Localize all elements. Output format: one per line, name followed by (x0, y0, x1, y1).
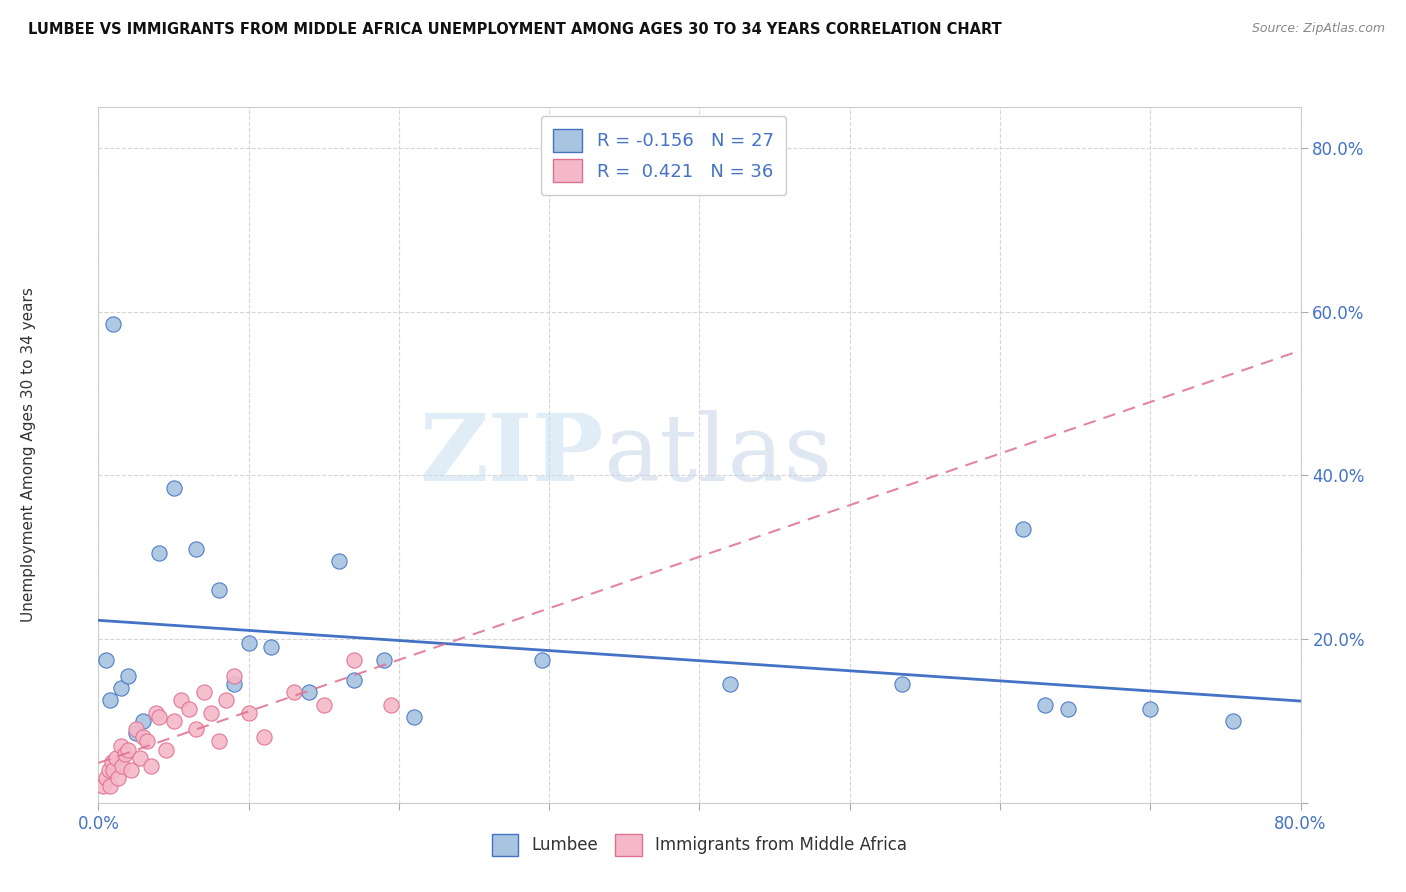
Point (343, 652, 366, 666)
Point (155, 742, 177, 756)
Text: LUMBEE VS IMMIGRANTS FROM MIDDLE AFRICA UNEMPLOYMENT AMONG AGES 30 TO 34 YEARS C: LUMBEE VS IMMIGRANTS FROM MIDDLE AFRICA … (28, 22, 1002, 37)
Point (208, 582, 231, 597)
Point (184, 542, 207, 557)
Point (283, 685, 305, 699)
Point (148, 710, 170, 724)
Point (114, 747, 136, 761)
Point (530, 652, 553, 666)
Point (148, 546, 170, 560)
Text: atlas: atlas (603, 410, 832, 500)
Point (1011, 522, 1033, 536)
Point (260, 640, 283, 655)
Point (105, 751, 128, 765)
Point (117, 742, 139, 756)
Point (1139, 701, 1161, 715)
Point (162, 714, 184, 728)
Point (193, 685, 215, 699)
Point (1222, 714, 1244, 728)
Text: ZIP: ZIP (419, 410, 603, 500)
Point (107, 771, 129, 785)
Point (139, 759, 162, 773)
Point (103, 763, 125, 777)
Point (718, 677, 741, 691)
Point (129, 751, 152, 765)
Point (101, 755, 124, 769)
Point (132, 731, 155, 745)
Point (145, 706, 167, 720)
Point (215, 693, 238, 707)
Point (125, 722, 148, 736)
Point (110, 739, 132, 753)
Point (402, 710, 425, 724)
Point (125, 726, 148, 740)
Point (184, 722, 207, 736)
Point (328, 554, 350, 568)
Point (91, 780, 114, 794)
Point (1033, 698, 1056, 712)
Point (380, 698, 402, 712)
Point (162, 481, 184, 495)
Point (891, 677, 914, 691)
Point (1056, 701, 1078, 715)
Text: Source: ZipAtlas.com: Source: ZipAtlas.com (1251, 22, 1385, 36)
Point (208, 734, 231, 748)
Point (177, 701, 200, 715)
Point (170, 693, 193, 707)
Point (222, 677, 245, 691)
Point (111, 759, 134, 773)
Y-axis label: Unemployment Among Ages 30 to 34 years: Unemployment Among Ages 30 to 34 years (21, 287, 37, 623)
Point (373, 652, 395, 666)
Point (117, 669, 139, 683)
Point (298, 685, 321, 699)
Point (121, 763, 143, 777)
Point (343, 673, 366, 687)
Point (238, 636, 260, 650)
Point (110, 681, 132, 696)
Point (132, 714, 155, 728)
Point (253, 731, 276, 745)
Point (238, 706, 260, 720)
Point (94, 652, 117, 666)
Point (312, 698, 335, 712)
Point (222, 669, 245, 683)
Point (97, 763, 120, 777)
Point (94, 771, 117, 785)
Point (100, 693, 122, 707)
Legend: Lumbee, Immigrants from Middle Africa: Lumbee, Immigrants from Middle Africa (484, 826, 915, 864)
Point (135, 734, 157, 748)
Point (200, 706, 222, 720)
Point (100, 780, 122, 794)
Point (103, 317, 125, 331)
